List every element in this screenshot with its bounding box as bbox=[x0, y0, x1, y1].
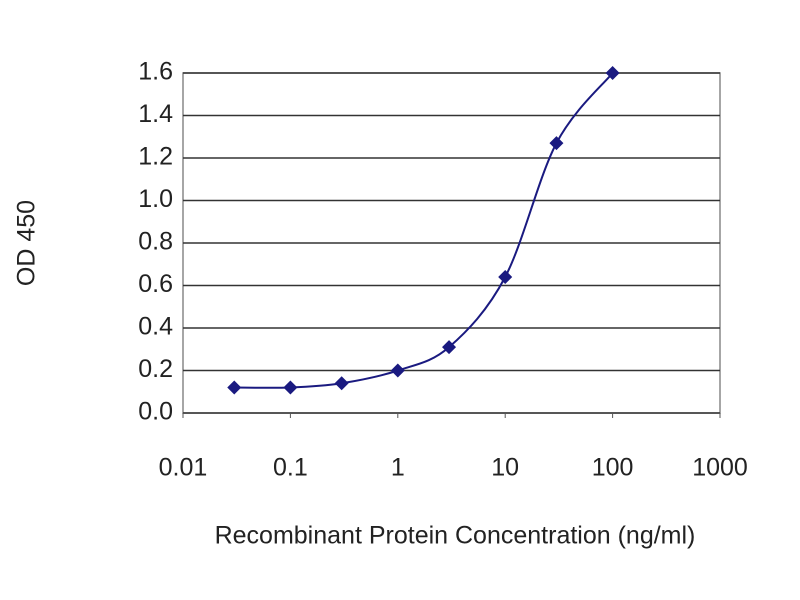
x-tick-label: 0.01 bbox=[159, 454, 208, 482]
marker bbox=[442, 340, 457, 355]
marker bbox=[498, 270, 513, 284]
y-tick-label: 1.6 bbox=[138, 58, 173, 86]
y-tick-label: 0.0 bbox=[138, 398, 173, 426]
marker bbox=[390, 363, 405, 378]
y-tick-label: 1.0 bbox=[138, 185, 173, 213]
x-axis-label: Recombinant Protein Concentration (ng/ml… bbox=[215, 522, 696, 550]
x-tick-label: 1000 bbox=[692, 454, 748, 482]
y-tick-label: 0.4 bbox=[138, 313, 173, 341]
marker bbox=[227, 380, 242, 395]
x-tick-label: 1 bbox=[391, 454, 405, 482]
y-tick-label: 1.4 bbox=[138, 100, 173, 128]
x-tick-label: 0.1 bbox=[273, 454, 308, 482]
y-tick-label: 0.2 bbox=[138, 355, 173, 383]
marker bbox=[283, 380, 298, 395]
x-tick-label: 10 bbox=[491, 454, 519, 482]
y-axis-label: OD 450 bbox=[13, 200, 41, 286]
marker bbox=[334, 376, 349, 391]
y-tick-label: 0.8 bbox=[138, 228, 173, 256]
y-tick-label: 1.2 bbox=[138, 143, 173, 171]
marker bbox=[549, 136, 564, 151]
y-tick-label: 0.6 bbox=[138, 270, 173, 298]
x-tick-label: 100 bbox=[592, 454, 634, 482]
marker bbox=[605, 66, 620, 80]
